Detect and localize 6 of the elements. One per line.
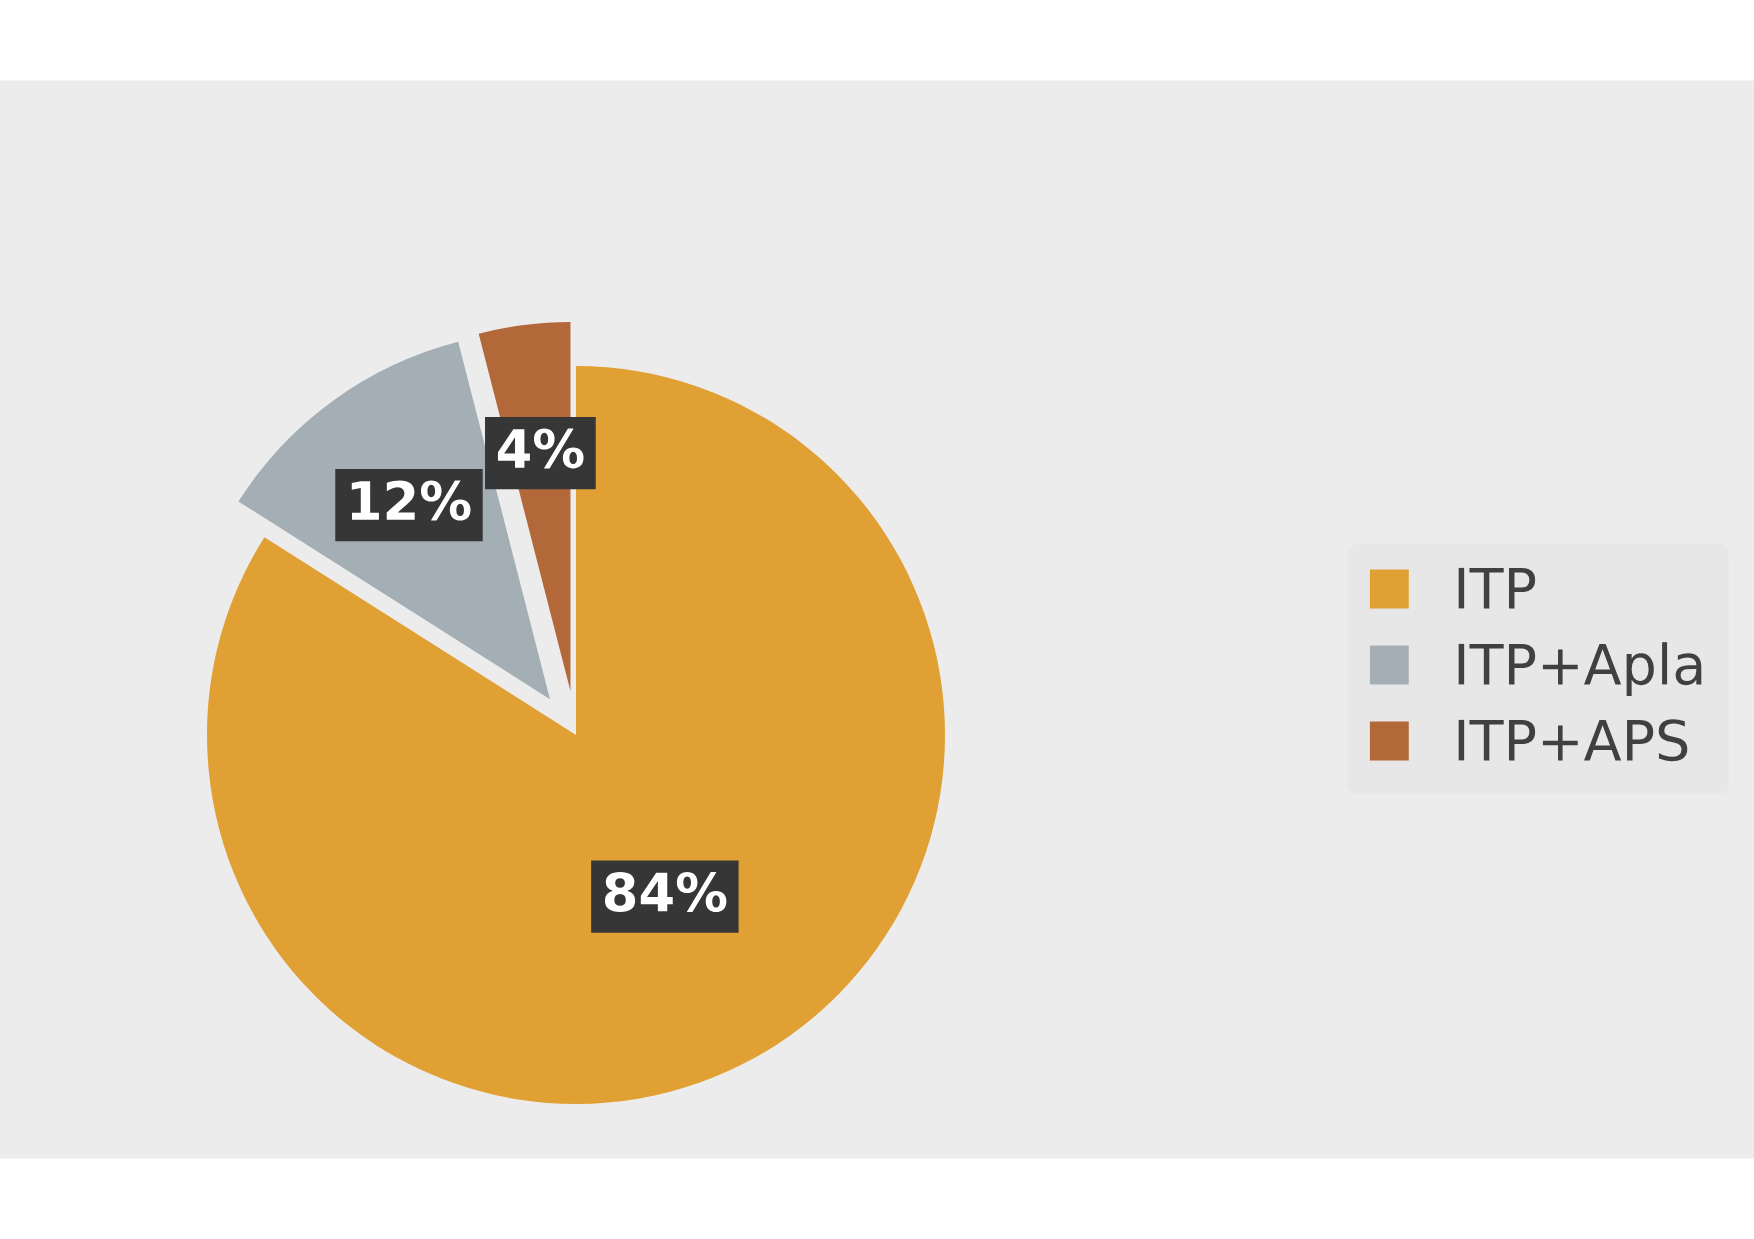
legend-label: ITP+APS — [1458, 719, 1688, 762]
data-label: 84% — [604, 872, 727, 912]
data-label: 4% — [497, 428, 584, 469]
legend-label: ITP+Apla — [1458, 642, 1702, 696]
data-label: 12% — [351, 480, 471, 521]
legend-label: ITP — [1458, 567, 1536, 609]
